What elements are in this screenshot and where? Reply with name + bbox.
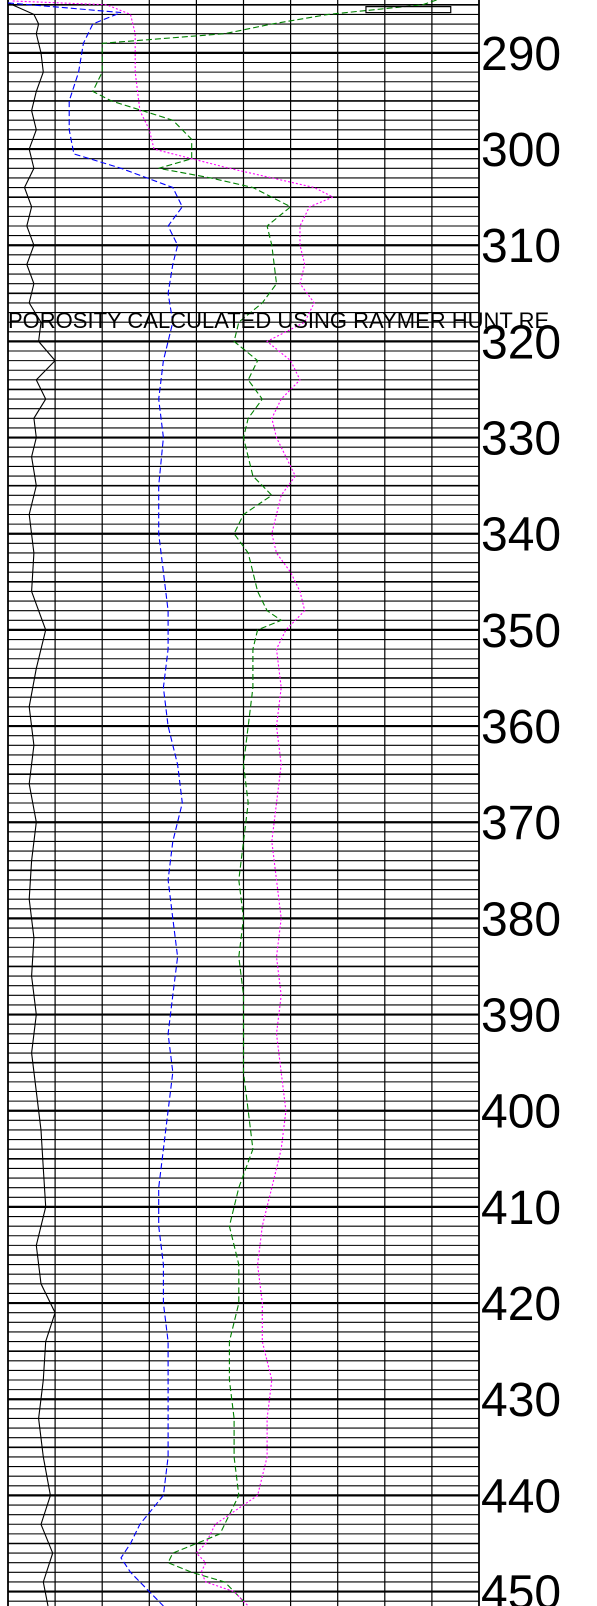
log-curve-3 [92,0,437,1602]
depth-label-330: 330 [481,413,561,466]
depth-label-440: 440 [481,1470,561,1523]
header-box [365,6,452,14]
depth-label-340: 340 [481,509,561,562]
depth-label-450: 450 [481,1567,561,1606]
log-curve-4 [12,0,335,1606]
depth-tick-labels: 290 300 310 320 330 340 350 360 370 380 390 400 410 4… [481,28,561,1606]
depth-label-310: 310 [481,220,561,273]
vertical-gridlines [7,0,480,1606]
log-curves [7,0,437,1606]
depth-label-360: 360 [481,701,561,754]
header-marks [365,6,452,14]
depth-label-380: 380 [481,893,561,946]
depth-label-350: 350 [481,605,561,658]
log-curve-1 [7,2,56,1606]
depth-label-290: 290 [481,28,561,81]
depth-label-370: 370 [481,797,561,850]
depth-label-390: 390 [481,990,561,1043]
depth-label-400: 400 [481,1086,561,1139]
porosity-annotation: POROSITY CALCULATED USING RAYMER HUNT RE [8,308,549,333]
depth-label-320: 320 [481,316,561,369]
depth-label-420: 420 [481,1278,561,1331]
depth-label-410: 410 [481,1182,561,1235]
depth-label-300: 300 [481,124,561,177]
depth-label-430: 430 [481,1374,561,1427]
log-curve-2 [7,2,183,1606]
